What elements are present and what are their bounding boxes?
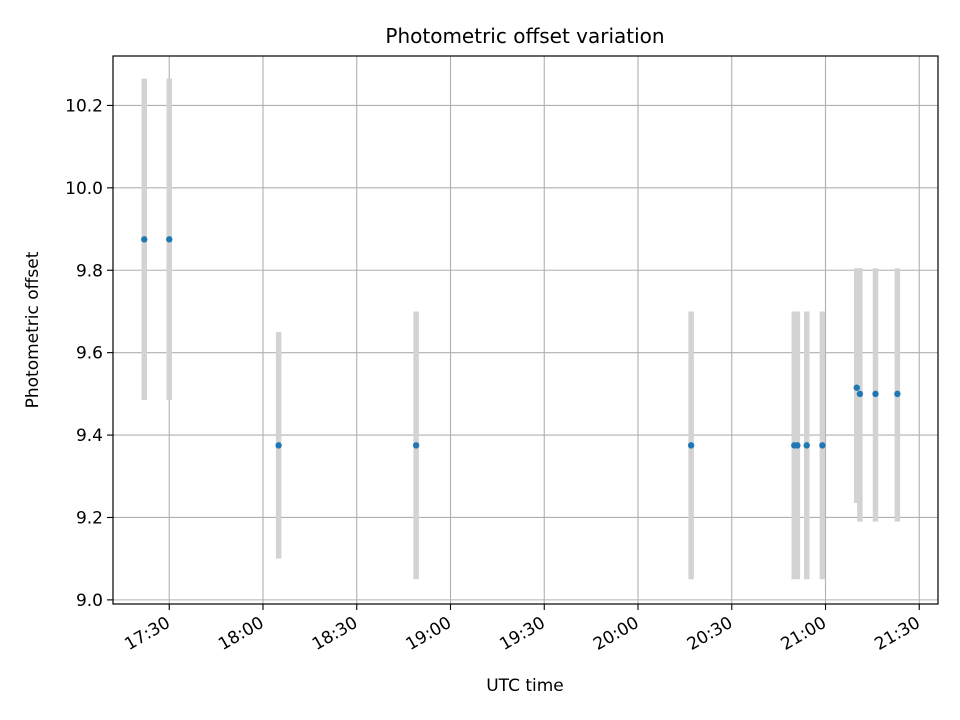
grid — [113, 56, 938, 604]
y-tick-label: 9.2 — [76, 508, 103, 528]
y-tick-label: 9.8 — [76, 261, 103, 281]
x-axis-label: UTC time — [486, 676, 564, 696]
y-axis: 9.0 9.2 9.4 9.6 9.8 10.0 10.2 — [65, 96, 113, 611]
data-point — [141, 236, 148, 243]
y-tick-label: 10.0 — [65, 179, 103, 199]
data-point — [794, 442, 801, 449]
data-points — [141, 236, 901, 449]
data-point — [803, 442, 810, 449]
data-point — [687, 442, 695, 449]
data-point — [856, 390, 864, 398]
data-point — [275, 442, 282, 449]
y-tick-label: 9.6 — [76, 344, 103, 364]
y-tick-label: 10.2 — [65, 96, 103, 116]
data-point — [853, 384, 860, 391]
y-axis-label: Photometric offset — [23, 251, 43, 408]
data-point — [412, 442, 420, 449]
data-point — [872, 390, 879, 398]
y-tick-label: 9.0 — [76, 591, 103, 611]
y-tick-label: 9.4 — [76, 426, 103, 446]
chart-title: Photometric offset variation — [385, 24, 664, 48]
data-point — [894, 390, 901, 398]
data-point — [819, 442, 826, 449]
plot-frame — [112, 55, 939, 605]
data-point — [166, 236, 173, 243]
